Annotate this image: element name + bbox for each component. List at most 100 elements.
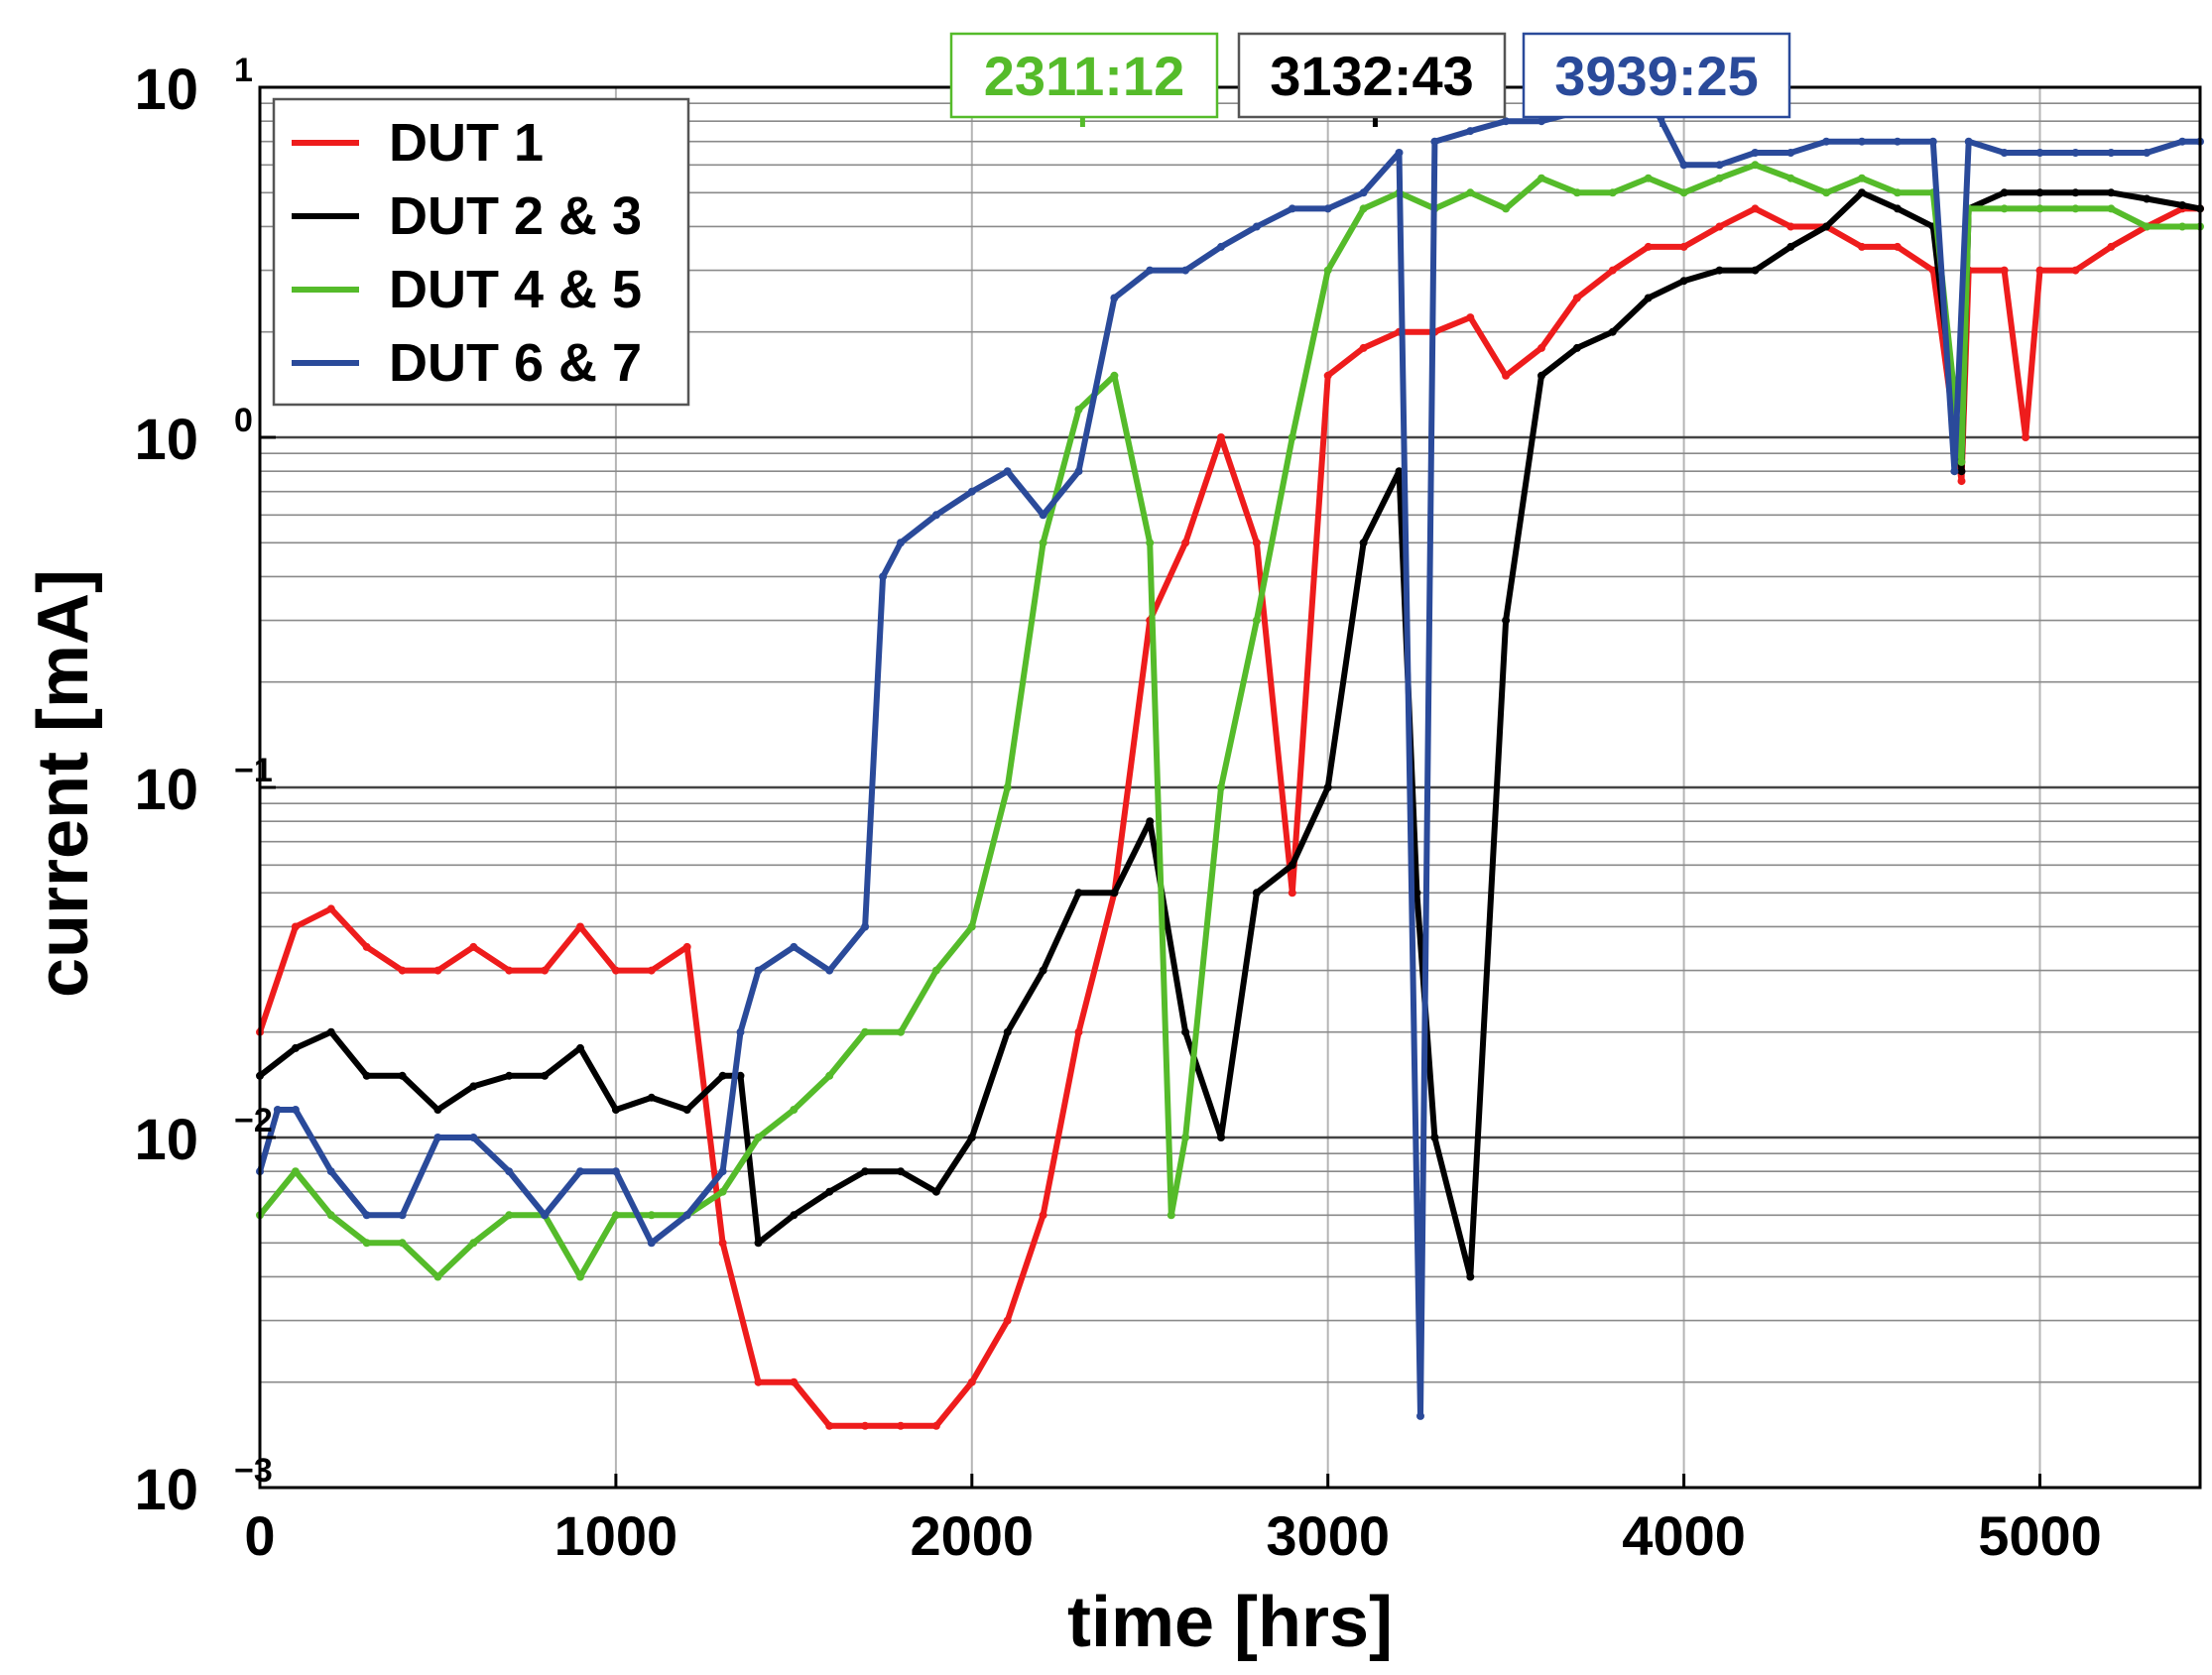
data-point (1957, 467, 1966, 476)
data-point (861, 1027, 870, 1036)
data-point (1110, 889, 1119, 897)
data-point (1252, 222, 1261, 231)
data-point (1893, 204, 1902, 213)
data-point (1003, 1027, 1012, 1036)
legend-label-2: DUT 2 & 3 (389, 186, 642, 246)
data-point (682, 1211, 691, 1220)
data-point (1957, 457, 1966, 466)
data-point (879, 572, 888, 581)
y-tick-label-base-0: 10 (134, 1458, 198, 1522)
y-tick-label-exponent-1: −2 (234, 1102, 273, 1139)
data-point (1537, 174, 1545, 182)
data-point (790, 1377, 799, 1386)
data-point (1822, 137, 1831, 146)
data-point (736, 1027, 745, 1036)
data-point (1715, 266, 1724, 275)
data-point (1537, 343, 1545, 352)
data-point (2071, 266, 2080, 275)
legend: DUT 1 DUT 2 & 3 DUT 4 & 5 DUT 6 & 7 (272, 97, 690, 407)
annotation-box (1237, 32, 1507, 119)
y-tick-label-base-3: 10 (134, 408, 198, 472)
data-point (2035, 266, 2044, 275)
y-axis-title: current [mA] (24, 569, 103, 998)
data-point (967, 487, 976, 496)
data-point (1950, 467, 1959, 476)
data-point (1074, 889, 1083, 897)
data-point (1608, 327, 1617, 336)
data-point (1413, 889, 1421, 897)
data-point (2000, 149, 2009, 157)
data-point (1572, 188, 1581, 197)
data-point (2107, 242, 2116, 251)
x-tick-label-4: 4000 (1622, 1504, 1746, 1567)
data-point (1644, 242, 1653, 251)
data-point (1786, 174, 1795, 182)
data-point (1430, 1134, 1439, 1141)
data-point (1715, 161, 1724, 170)
data-point (1074, 467, 1083, 476)
data-point (1323, 266, 1332, 275)
data-point (2178, 137, 2187, 146)
data-point (647, 1239, 656, 1248)
y-tick-label-base-2: 10 (134, 758, 198, 822)
data-point (291, 1167, 300, 1176)
data-point (2071, 188, 2080, 197)
data-point (2178, 201, 2187, 209)
series-lines (256, 90, 2204, 1430)
data-point (931, 511, 940, 520)
data-point (682, 1106, 691, 1114)
data-point (2071, 204, 2080, 213)
annotation-label: 3939:25 (1554, 45, 1759, 107)
data-point (433, 966, 442, 975)
data-point (1039, 538, 1047, 547)
data-point (718, 1239, 727, 1248)
data-point (326, 1211, 335, 1220)
data-point (541, 1211, 550, 1220)
data-point (967, 1377, 976, 1386)
data-point (611, 966, 620, 975)
data-point (754, 1377, 763, 1386)
data-point (2035, 204, 2044, 213)
data-point (825, 1421, 834, 1430)
data-point (754, 1239, 763, 1248)
data-point (1858, 242, 1866, 251)
data-point (897, 538, 905, 547)
data-point (1039, 966, 1047, 975)
data-point (291, 1106, 300, 1114)
data-point (611, 1211, 620, 1220)
legend-label-3: DUT 4 & 5 (389, 260, 642, 319)
series-2 (256, 188, 2204, 1281)
x-tick-label-2: 2000 (911, 1504, 1035, 1567)
data-point (505, 1167, 514, 1176)
data-point (1502, 204, 1511, 213)
data-point (1252, 616, 1261, 625)
data-point (1715, 174, 1724, 182)
data-point (505, 1211, 514, 1220)
data-point (1146, 538, 1155, 547)
data-point (576, 1043, 584, 1052)
data-point (398, 1211, 407, 1220)
data-point (541, 1071, 550, 1080)
data-point (505, 966, 514, 975)
data-point (1502, 117, 1511, 126)
data-point (1181, 266, 1190, 275)
data-point (611, 1167, 620, 1176)
data-point (1679, 277, 1688, 286)
data-point (1893, 137, 1902, 146)
y-tick-label-base-1: 10 (134, 1108, 198, 1172)
data-point (1786, 242, 1795, 251)
data-point (1466, 188, 1475, 197)
x-tick-label-3: 3000 (1266, 1504, 1390, 1567)
data-point (897, 1167, 905, 1176)
data-point (931, 966, 940, 975)
data-point (897, 1421, 905, 1430)
annotation-3: 3939:25 (1522, 32, 1791, 127)
data-point (273, 1106, 282, 1114)
x-tick-label-1: 1000 (554, 1504, 678, 1567)
data-point (718, 1167, 727, 1176)
data-point (825, 1187, 834, 1196)
data-point (362, 1071, 371, 1080)
data-point (1572, 343, 1581, 352)
data-point (1928, 137, 1937, 146)
